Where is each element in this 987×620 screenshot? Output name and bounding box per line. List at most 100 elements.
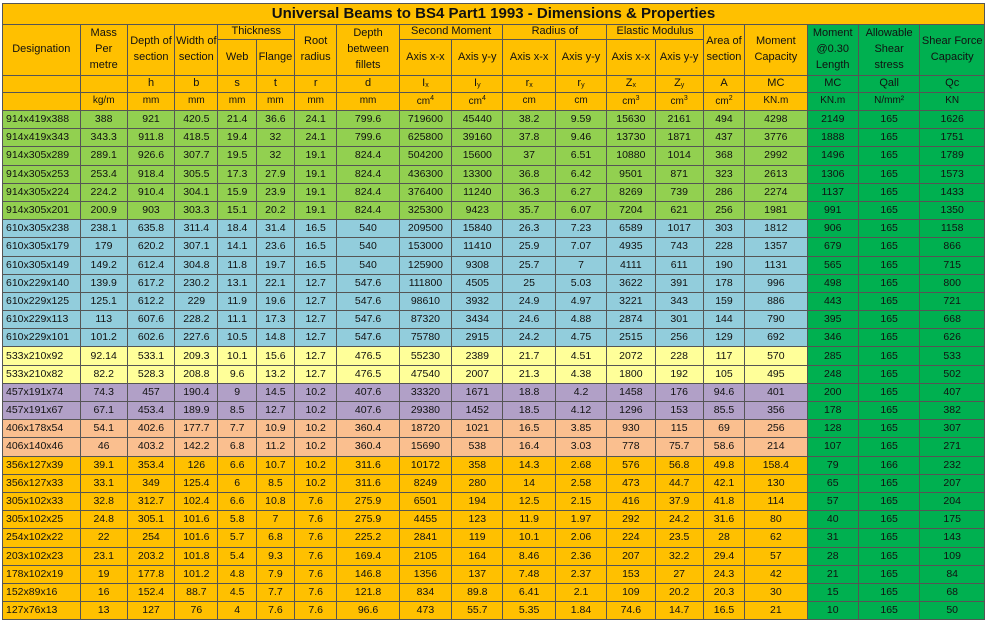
designation-cell: 406x178x54 bbox=[2, 419, 81, 439]
table-cell: 62 bbox=[744, 528, 808, 548]
table-cell: 349 bbox=[126, 473, 176, 493]
table-cell: 125.4 bbox=[174, 473, 219, 493]
table-cell: 38.2 bbox=[502, 109, 556, 130]
unit-text: mm bbox=[307, 95, 324, 107]
table-cell: 114 bbox=[744, 491, 808, 512]
header-rad-yy: Axis y-y bbox=[554, 39, 608, 76]
table-row: 610x229x113 113 607.6 228.2 11.1 17.3 12.7 547.… bbox=[2, 310, 985, 330]
table-cell: 22 bbox=[79, 528, 128, 548]
table-row: 914x305x201 200.9 903 303.3 15.1 20.2 19.1 824.… bbox=[2, 200, 985, 221]
table-cell: 165 bbox=[857, 382, 921, 403]
table-cell: 228.2 bbox=[174, 310, 219, 330]
symbol-text: I bbox=[474, 77, 478, 90]
table-row: 305x102x25 24.8 305.1 101.6 5.8 7 7.6 275.9 4455… bbox=[2, 510, 985, 530]
table-cell: 17.3 bbox=[255, 310, 296, 330]
table-cell: 16.5 bbox=[294, 237, 338, 257]
table-cell: 107 bbox=[806, 437, 859, 457]
table-cell: 164 bbox=[451, 546, 504, 566]
table-cell: 12.7 bbox=[294, 273, 338, 293]
table-cell: 16.5 bbox=[294, 219, 338, 239]
table-cell: 75.7 bbox=[654, 437, 704, 457]
table-cell: 407 bbox=[919, 382, 985, 403]
table-cell: 165 bbox=[857, 328, 921, 348]
table-cell: 498 bbox=[806, 273, 859, 293]
table-cell: 679 bbox=[806, 237, 859, 257]
table-cell: 79 bbox=[806, 455, 859, 475]
table-cell: 9.46 bbox=[554, 128, 608, 148]
header-depth-between: Depth between fillets bbox=[336, 24, 400, 76]
table-cell: 36.8 bbox=[502, 164, 556, 184]
table-cell: 528.3 bbox=[126, 364, 176, 384]
table-cell: 4111 bbox=[606, 255, 656, 275]
table-cell: 1296 bbox=[606, 400, 656, 421]
table-cell: 200 bbox=[806, 382, 859, 403]
table-cell: 271 bbox=[919, 437, 985, 457]
table-cell: 109 bbox=[606, 582, 656, 603]
table-cell: 40 bbox=[806, 510, 859, 530]
table-title: Universal Beams to BS4 Part1 1993 - Dime… bbox=[2, 3, 985, 25]
table-cell: 312.7 bbox=[126, 491, 176, 512]
table-cell: 192 bbox=[654, 364, 704, 384]
designation-cell: 254x102x22 bbox=[2, 528, 81, 548]
table-cell: 11.8 bbox=[217, 255, 257, 275]
table-cell: 7.6 bbox=[294, 510, 338, 530]
table-cell: 10.8 bbox=[255, 491, 296, 512]
table-cell: 376400 bbox=[398, 182, 453, 202]
unit-cell: KN.m bbox=[806, 92, 859, 111]
table-cell: 10.2 bbox=[294, 455, 338, 475]
unit-cell: cm4 bbox=[451, 92, 504, 111]
table-cell: 13.1 bbox=[217, 273, 257, 293]
symbol-text: Qall bbox=[879, 77, 899, 90]
table-cell: 911.8 bbox=[126, 128, 176, 148]
table-cell: 473 bbox=[398, 601, 453, 620]
unit-text: mm bbox=[228, 95, 246, 107]
unit-text: cm bbox=[715, 96, 729, 108]
table-cell: 229 bbox=[174, 291, 219, 312]
table-cell: 176 bbox=[654, 382, 704, 403]
table-cell: 10172 bbox=[398, 455, 453, 475]
table-cell: 12.7 bbox=[294, 291, 338, 312]
table-cell: 3.85 bbox=[554, 419, 608, 439]
table-cell: 303.3 bbox=[174, 200, 219, 221]
symbol-cell: Iy bbox=[451, 75, 504, 93]
unit-superscript: 3 bbox=[683, 95, 688, 103]
table-cell: 200.9 bbox=[79, 200, 128, 221]
table-cell: 24.6 bbox=[502, 310, 556, 330]
table-cell: 12.7 bbox=[294, 364, 338, 384]
table-cell: 248 bbox=[806, 364, 859, 384]
unit-cell: mm bbox=[336, 92, 400, 111]
table-cell: 32.2 bbox=[654, 546, 704, 566]
table-cell: 165 bbox=[857, 491, 921, 512]
table-cell: 626 bbox=[919, 328, 985, 348]
table-cell: 918.4 bbox=[126, 164, 176, 184]
table-row: 356x127x39 39.1 353.4 126 6.6 10.7 10.2 311.6 10… bbox=[2, 455, 985, 475]
table-cell: 94.6 bbox=[702, 382, 746, 403]
header-designation: Designation bbox=[2, 24, 81, 76]
table-cell: 540 bbox=[336, 255, 400, 275]
table-cell: 4935 bbox=[606, 237, 656, 257]
table-cell: 165 bbox=[857, 109, 921, 130]
table-cell: 32 bbox=[255, 146, 296, 166]
symbol-subscript: y bbox=[477, 82, 481, 90]
table-cell: 18720 bbox=[398, 419, 453, 439]
table-cell: 5.4 bbox=[217, 546, 257, 566]
table-cell: 1626 bbox=[919, 109, 985, 130]
designation-cell: 127x76x13 bbox=[2, 601, 81, 620]
table-cell: 403.2 bbox=[126, 437, 176, 457]
table-cell: 143 bbox=[919, 528, 985, 548]
designation-cell: 610x305x149 bbox=[2, 255, 81, 275]
table-cell: 14.7 bbox=[654, 601, 704, 620]
table-cell: 1.97 bbox=[554, 510, 608, 530]
table-row: 610x229x101 101.2 602.6 227.6 10.5 14.8 12.7 54… bbox=[2, 328, 985, 348]
table-cell: 280 bbox=[451, 473, 504, 493]
table-cell: 9.3 bbox=[255, 546, 296, 566]
table-cell: 612.2 bbox=[126, 291, 176, 312]
table-cell: 169.4 bbox=[336, 546, 400, 566]
table-cell: 547.6 bbox=[336, 273, 400, 293]
table-cell: 304.8 bbox=[174, 255, 219, 275]
table-cell: 117 bbox=[702, 346, 746, 366]
unit-cell: cm3 bbox=[654, 92, 704, 111]
table-cell: 3.03 bbox=[554, 437, 608, 457]
table-cell: 11.9 bbox=[502, 510, 556, 530]
table-cell: 111800 bbox=[398, 273, 453, 293]
